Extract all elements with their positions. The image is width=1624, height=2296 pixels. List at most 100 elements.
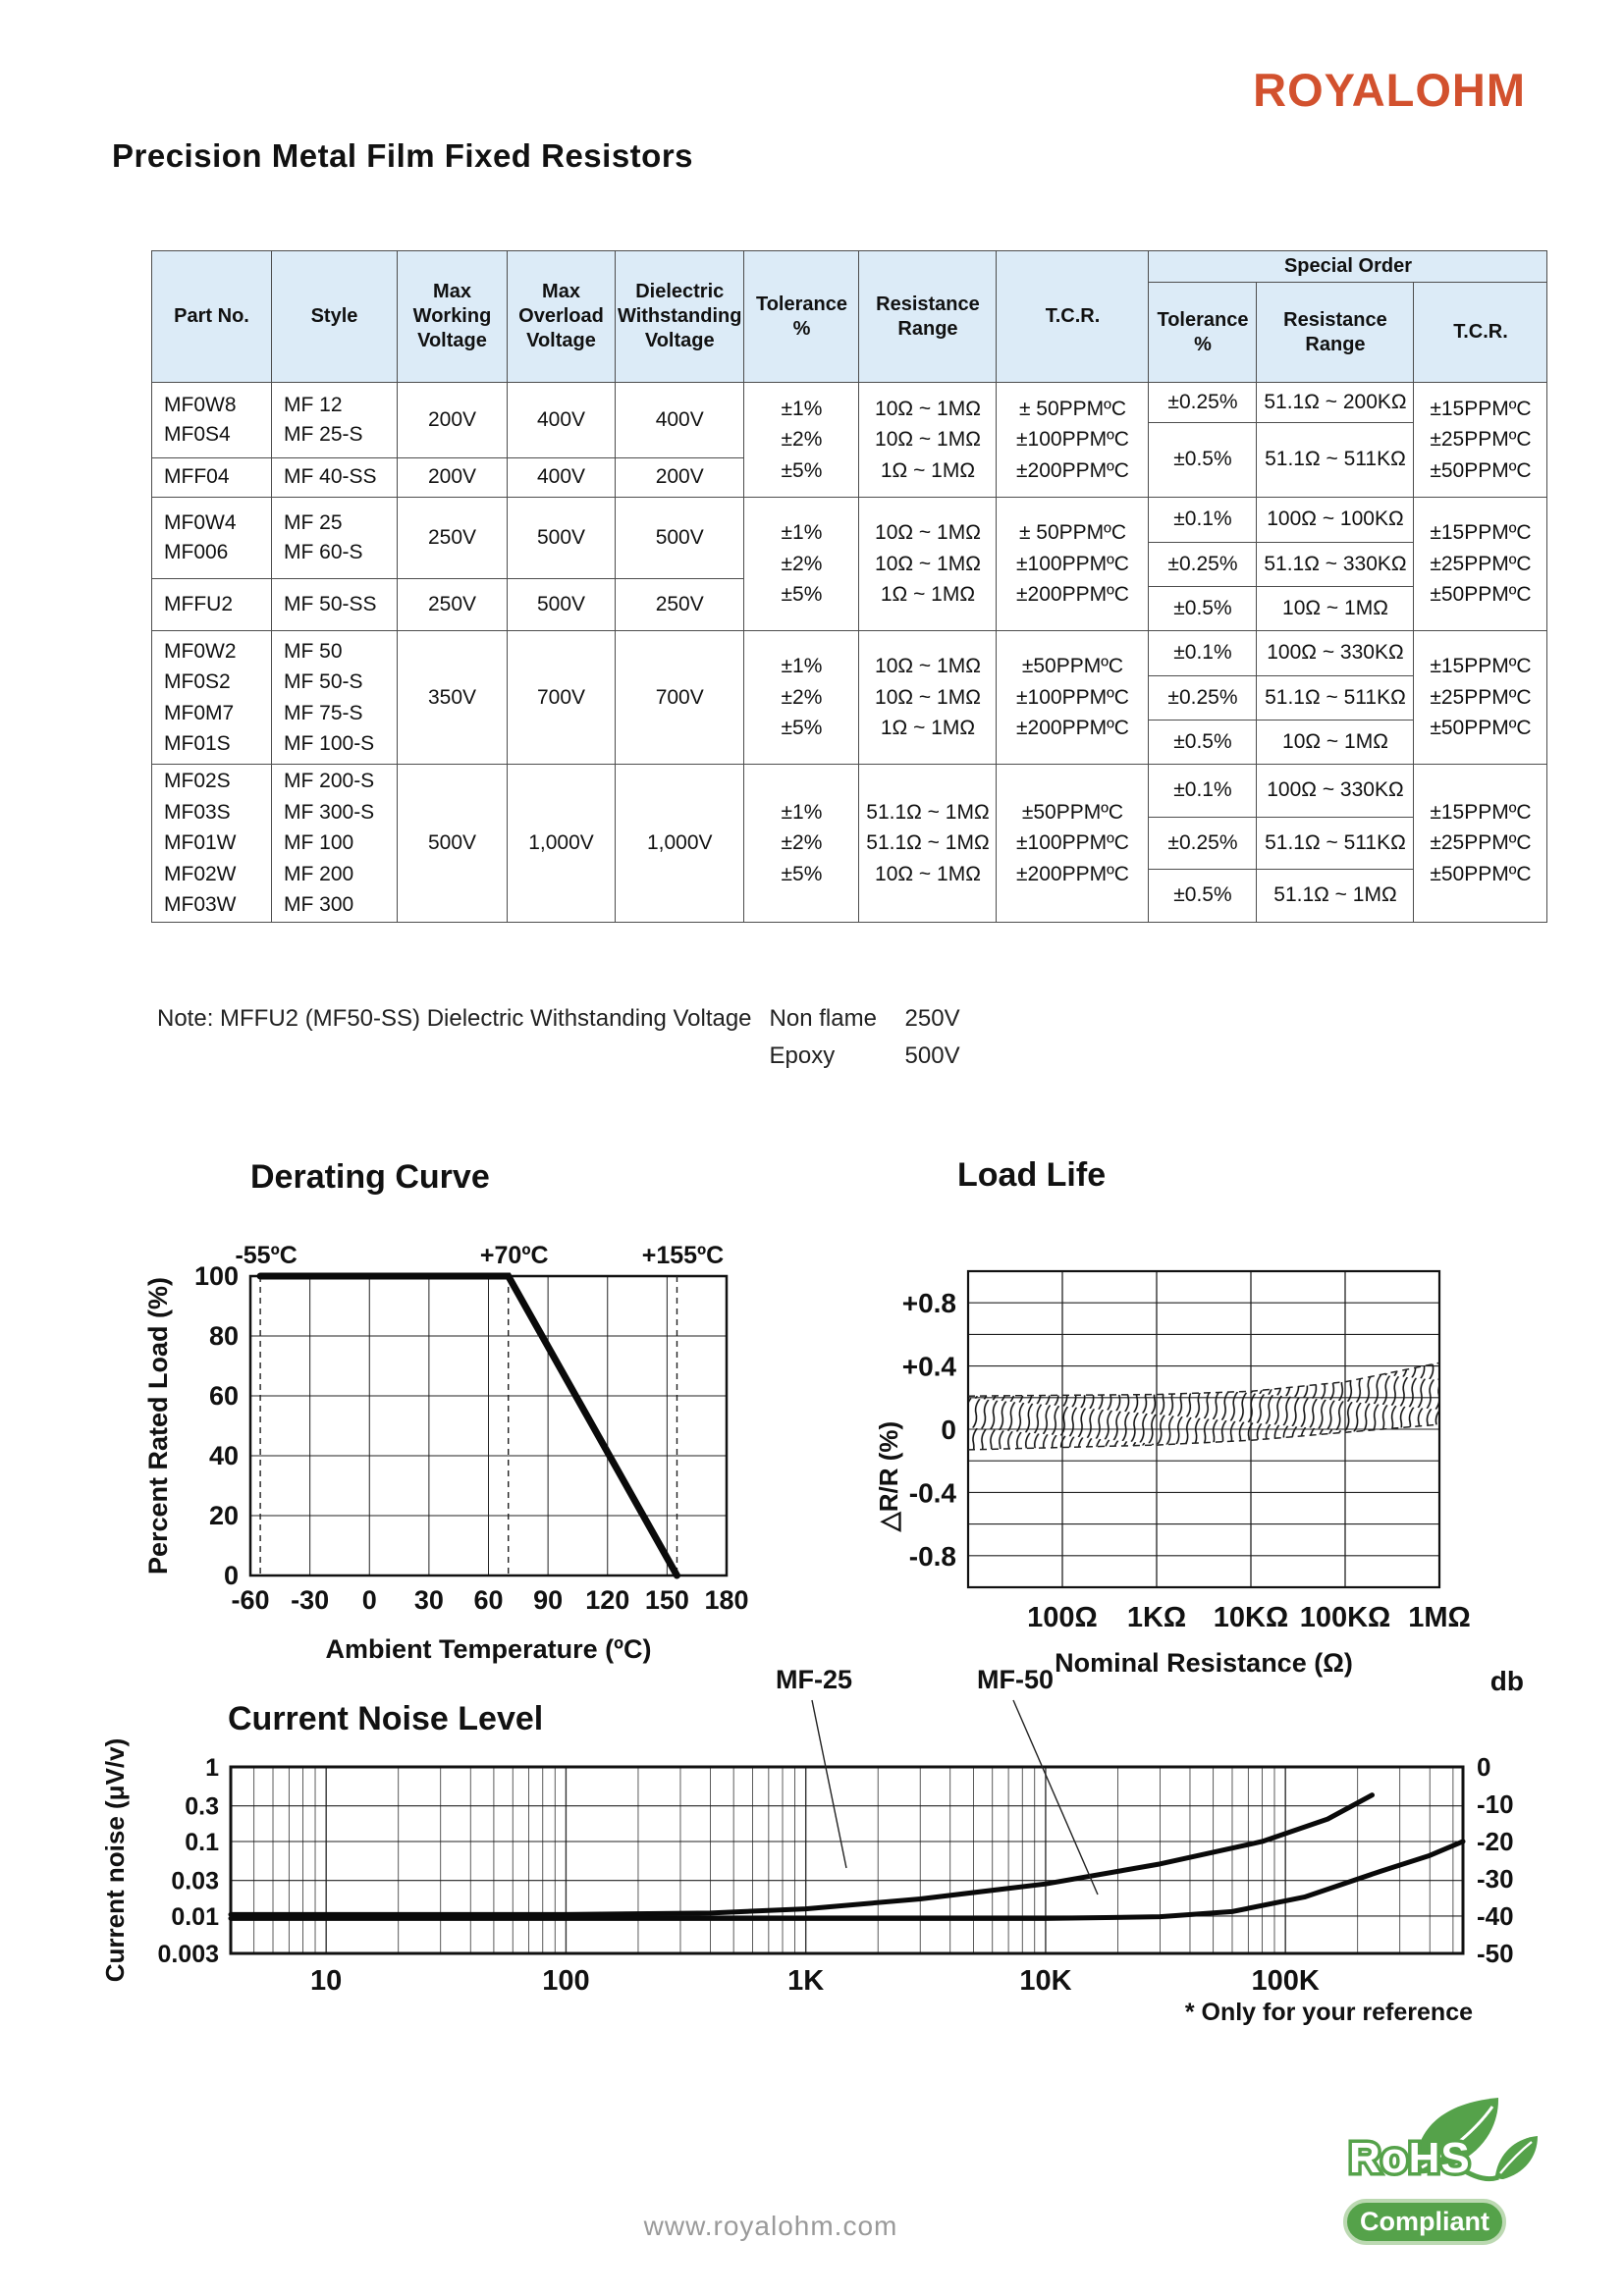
- special-resistance: 51.1Ω ~ 330KΩ: [1257, 542, 1414, 586]
- voltage-value: 250V: [427, 525, 477, 549]
- note-value: 500V: [904, 1042, 960, 1070]
- svg-text:0.01: 0.01: [171, 1903, 219, 1931]
- voltage-value: 200V: [427, 407, 477, 431]
- svg-text:40: 40: [209, 1441, 239, 1470]
- svg-text:MF-50: MF-50: [977, 1665, 1054, 1694]
- voltage-value: 500V: [536, 525, 586, 549]
- part-numbers: MF0W8 MF0S4: [164, 393, 237, 446]
- cell-style: MF 200-S MF 300-S MF 100 MF 200 MF 300: [271, 764, 398, 923]
- svg-text:Percent Rated Load (%): Percent Rated Load (%): [143, 1277, 173, 1575]
- cell-special-tolerance: ±0.1% ±0.25% ±0.5%: [1148, 497, 1258, 631]
- svg-text:1K: 1K: [787, 1965, 824, 1997]
- style-names: MF 40-SS: [272, 457, 397, 497]
- cell-part: MF02S MF03S MF01W MF02W MF03W: [151, 764, 272, 923]
- spec-table: Part No. Style Max Working Voltage Max O…: [151, 250, 1548, 923]
- svg-text:1: 1: [205, 1754, 219, 1782]
- svg-text:0.1: 0.1: [185, 1829, 219, 1856]
- svg-text:-30: -30: [291, 1585, 329, 1615]
- cell-special-resistance: 100Ω ~ 330KΩ 51.1Ω ~ 511KΩ 51.1Ω ~ 1MΩ: [1256, 764, 1415, 923]
- cell-special-resistance: 100Ω ~ 330KΩ 51.1Ω ~ 511KΩ 10Ω ~ 1MΩ: [1256, 630, 1415, 765]
- cell-style: MF 12 MF 25-S MF 40-SS: [271, 382, 398, 498]
- voltage-value: 200V: [398, 457, 507, 497]
- col-header-special-tolerance: Tolerance %: [1148, 282, 1258, 383]
- svg-text:60: 60: [209, 1381, 239, 1411]
- cell-overload-voltage: 500V 500V: [507, 497, 616, 631]
- svg-text:-0.8: -0.8: [909, 1541, 956, 1572]
- svg-text:100K: 100K: [1252, 1965, 1320, 1997]
- svg-text:10: 10: [310, 1965, 342, 1997]
- voltage-value: 400V: [536, 407, 586, 431]
- derating-curve-title: Derating Curve: [250, 1158, 490, 1196]
- cell-tcr: ±50PPMºC ±100PPMºC ±200PPMºC: [996, 630, 1150, 765]
- note: Note: MFFU2 (MF50-SS) Dielectric Withsta…: [157, 1003, 984, 1073]
- svg-text:0.03: 0.03: [171, 1868, 219, 1896]
- rohs-word: RoHS: [1346, 2131, 1474, 2186]
- svg-text:+0.8: +0.8: [902, 1288, 956, 1318]
- cell-special-resistance: 51.1Ω ~ 200KΩ 51.1Ω ~ 511KΩ: [1256, 382, 1415, 498]
- svg-text:0: 0: [941, 1415, 956, 1445]
- svg-text:db: db: [1490, 1666, 1524, 1696]
- voltage-value: 250V: [398, 578, 507, 630]
- cell-special-tolerance: ±0.1% ±0.25% ±0.5%: [1148, 764, 1258, 923]
- cell-style: MF 25 MF 60-S MF 50-SS: [271, 497, 398, 631]
- col-header-part: Part No.: [151, 250, 272, 383]
- cell-dielectric-voltage: 400V 200V: [614, 382, 745, 498]
- svg-text:-60: -60: [231, 1585, 269, 1615]
- derating-curve-chart: -60 -30 0 30 60 90 120 150 180 0 20 40 60 80 100-55ºC +…: [143, 1242, 749, 1664]
- cell-resistance-range: 10Ω ~ 1MΩ 10Ω ~ 1MΩ 1Ω ~ 1MΩ: [858, 497, 998, 631]
- col-header-resistance: Resistance Range: [858, 250, 998, 383]
- svg-text:30: 30: [414, 1585, 444, 1615]
- cell-working-voltage: 250V 250V: [397, 497, 508, 631]
- svg-text:Current noise (μV/v): Current noise (μV/v): [100, 1738, 130, 1983]
- special-tolerance: ±0.25%: [1149, 542, 1257, 586]
- svg-text:-10: -10: [1477, 1789, 1514, 1819]
- cell-tolerance: ±1% ±2% ±5%: [743, 497, 860, 631]
- note-value: 250V: [904, 1005, 960, 1032]
- svg-text:10KΩ: 10KΩ: [1214, 1602, 1288, 1633]
- style-names: MF 12 MF 25-S: [284, 393, 363, 446]
- svg-text:150: 150: [645, 1585, 689, 1615]
- style-names: MF 25 MF 60-S: [284, 510, 363, 563]
- col-header-working-voltage: Max Working Voltage: [397, 250, 508, 383]
- col-header-tcr: T.C.R.: [996, 250, 1150, 383]
- special-tolerance: ±0.25%: [1167, 390, 1238, 413]
- col-header-special-order: Special Order: [1148, 250, 1548, 283]
- cell-overload-voltage: 400V 400V: [507, 382, 616, 498]
- svg-text:100: 100: [194, 1261, 239, 1291]
- svg-text:0.3: 0.3: [185, 1793, 219, 1821]
- cell-part: MF0W4 MF006 MFFU2: [151, 497, 272, 631]
- col-header-special-resistance: Resistance Range: [1256, 282, 1415, 383]
- voltage-value: 500V: [655, 525, 704, 549]
- col-header-special-tcr: T.C.R.: [1413, 282, 1548, 383]
- rohs-badge: RoHS Compliant: [1343, 2098, 1540, 2275]
- special-resistance: 51.1Ω ~ 1MΩ: [1257, 869, 1414, 922]
- cell-working-voltage: 200V 200V: [397, 382, 508, 498]
- cell-resistance-range: 51.1Ω ~ 1MΩ 51.1Ω ~ 1MΩ 10Ω ~ 1MΩ: [858, 764, 998, 923]
- cell-style: MF 50 MF 50-S MF 75-S MF 100-S: [271, 630, 398, 765]
- svg-text:-40: -40: [1477, 1901, 1514, 1931]
- svg-text:+155ºC: +155ºC: [642, 1242, 725, 1269]
- part-numbers: MFFU2: [152, 578, 271, 630]
- part-numbers: MFF04: [152, 457, 271, 497]
- svg-text:180: 180: [704, 1585, 748, 1615]
- note-item: Epoxy: [769, 1042, 836, 1070]
- svg-text:Ambient Temperature (ºC): Ambient Temperature (ºC): [326, 1634, 652, 1664]
- special-resistance: 51.1Ω ~ 511KΩ: [1257, 817, 1414, 869]
- cell-dielectric-voltage: 700V: [614, 630, 745, 765]
- voltage-value: 400V: [655, 407, 704, 431]
- cell-overload-voltage: 700V: [507, 630, 616, 765]
- cell-resistance-range: 10Ω ~ 1MΩ 10Ω ~ 1MΩ 1Ω ~ 1MΩ: [858, 630, 998, 765]
- cell-tolerance: ±1% ±2% ±5%: [743, 630, 860, 765]
- svg-text:80: 80: [209, 1321, 239, 1351]
- special-tolerance: ±0.5%: [1149, 869, 1257, 922]
- special-resistance: 100Ω ~ 100KΩ: [1267, 507, 1404, 531]
- table-row-group-2: MF0W4 MF006 MFFU2 MF 25 MF 60-S MF 50-SS…: [151, 497, 1548, 631]
- cell-tolerance: ±1% ±2% ±5%: [743, 382, 860, 498]
- svg-text:+0.4: +0.4: [902, 1352, 957, 1382]
- special-tolerance: ±0.5%: [1149, 422, 1257, 497]
- svg-text:1MΩ: 1MΩ: [1408, 1602, 1471, 1633]
- brand-logo: ROYALOHM: [1253, 64, 1526, 116]
- svg-text:0: 0: [362, 1585, 377, 1615]
- svg-text:-50: -50: [1477, 1939, 1514, 1968]
- voltage-value: 250V: [616, 578, 744, 630]
